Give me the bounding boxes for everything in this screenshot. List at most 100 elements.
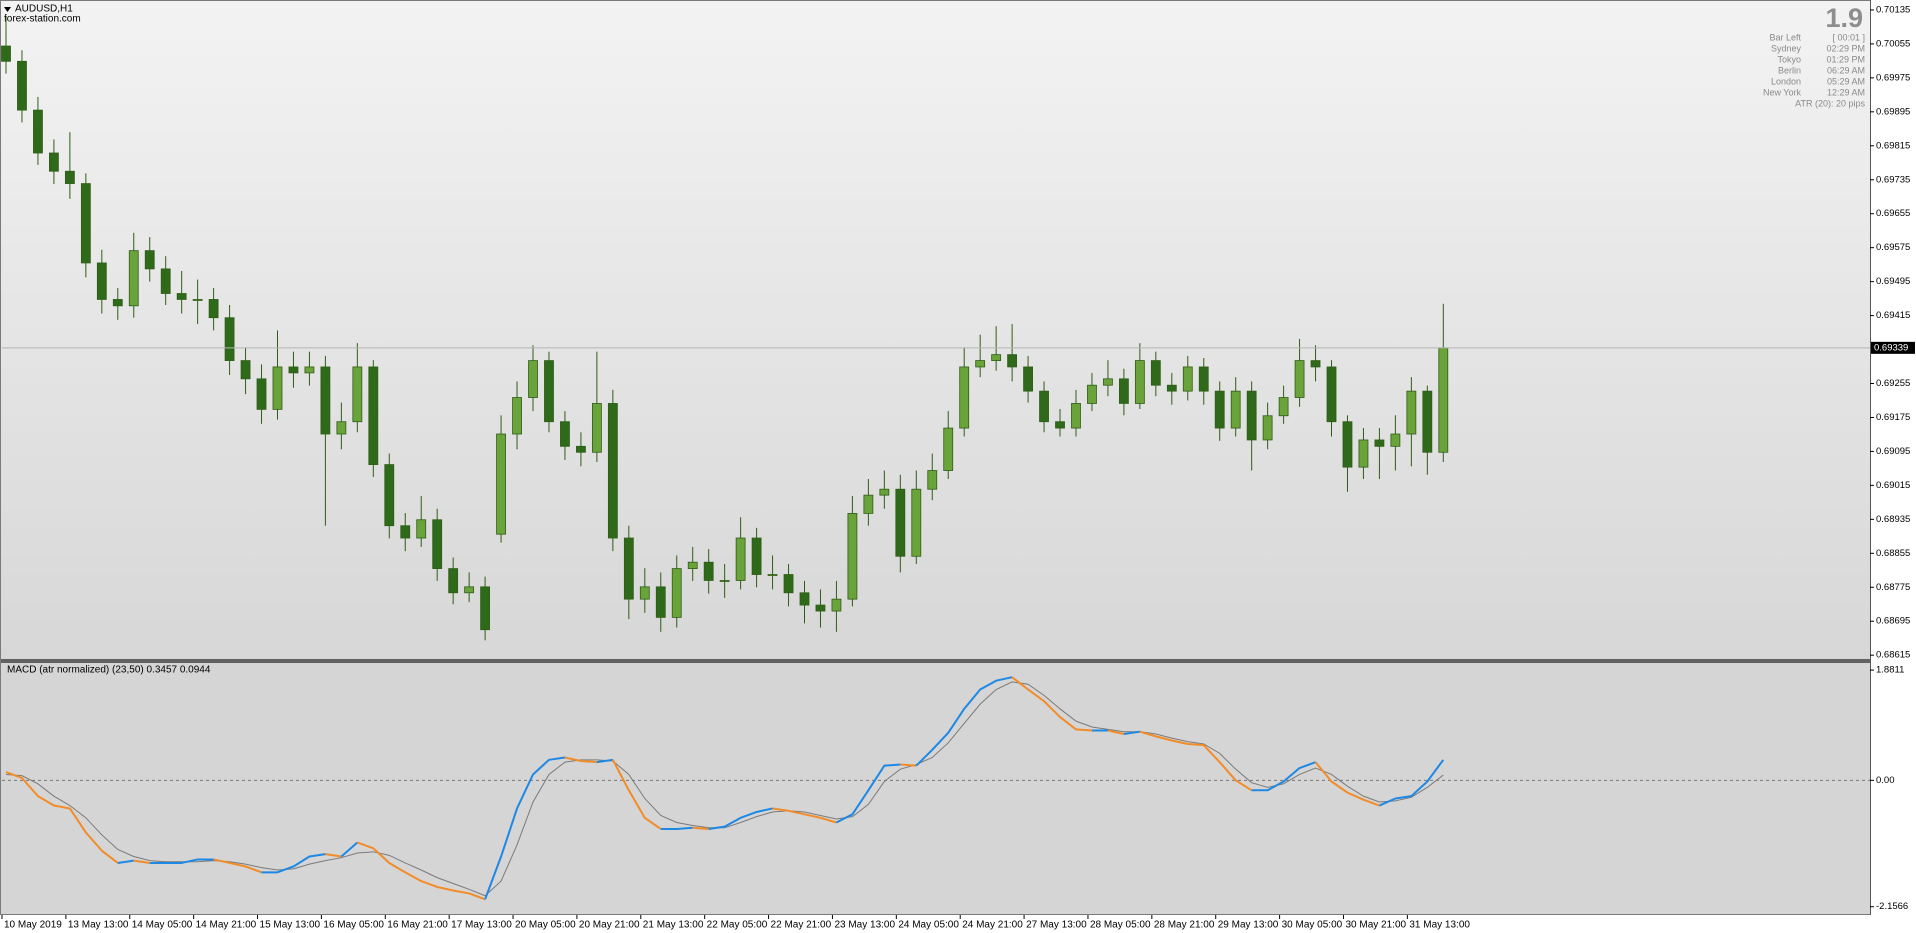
candle-body [735, 537, 746, 581]
candle-body [1310, 360, 1321, 368]
macd-line-rising [1379, 759, 1445, 807]
candle-body [959, 366, 970, 429]
candle-body [480, 586, 491, 631]
macd-line-falling [356, 841, 486, 901]
candle-body [943, 427, 954, 471]
macd-line-falling [772, 807, 837, 824]
candle-body [288, 366, 299, 374]
info-row-label: Bar Left [1769, 32, 1801, 42]
candle-body [432, 519, 443, 569]
y-tick-label: 0.70055 [1876, 38, 1910, 49]
macd-line-falling [1314, 761, 1380, 807]
x-tick-label: 28 May 05:00 [1090, 920, 1151, 931]
y-tick-label: 1.8811 [1876, 665, 1904, 676]
candle-body [192, 299, 203, 301]
candle-body [80, 183, 91, 264]
x-tick-label: 27 May 13:00 [1026, 920, 1087, 931]
x-tick-label: 31 May 13:00 [1409, 920, 1470, 931]
candle-body [448, 568, 459, 594]
candle-body [799, 592, 810, 606]
candle-body [719, 580, 730, 582]
macd-line-rising [149, 858, 214, 864]
candle-body [256, 378, 267, 410]
candle-body [1294, 360, 1305, 398]
y-tick-label: 0.69815 [1876, 140, 1910, 151]
x-tick-label: 13 May 13:00 [68, 920, 129, 931]
macd-line-rising [1123, 730, 1141, 736]
candle-body [655, 586, 666, 618]
info-row-value: 12:29 AM [1827, 87, 1865, 97]
candle-body [1374, 439, 1385, 447]
candle-body [160, 268, 171, 294]
macd-line-falling [325, 853, 342, 858]
y-tick-label: 0.69495 [1876, 276, 1910, 287]
candle-body [368, 366, 379, 465]
y-tick-label: 0.68695 [1876, 616, 1910, 627]
info-row-label: Tokyo [1777, 54, 1801, 64]
candle-body [1134, 360, 1145, 404]
spread-value: 1.9 [1825, 3, 1863, 33]
candle-body [1326, 366, 1337, 423]
x-tick-label: 10 May 2019 [4, 920, 62, 931]
candle-body [1023, 366, 1033, 392]
candle-body [623, 537, 634, 600]
macd-line-falling [1107, 729, 1125, 736]
candle-body [17, 60, 27, 111]
y-tick-label: 0.00 [1876, 775, 1895, 786]
y-tick-label: 0.68855 [1876, 548, 1910, 559]
y-tick-label: 0.69415 [1876, 310, 1910, 321]
macd-line-rising [1251, 761, 1316, 792]
x-tick-label: 24 May 05:00 [898, 920, 959, 931]
y-tick-label: 0.69655 [1876, 208, 1910, 219]
candle-body [176, 293, 187, 300]
current-price-label: 0.69339 [1874, 342, 1908, 353]
x-tick-label: 20 May 05:00 [515, 920, 576, 931]
y-tick-label: 0.70135 [1876, 4, 1910, 15]
candle-body [1071, 403, 1081, 429]
candle-body [831, 598, 842, 612]
x-tick-label: 23 May 13:00 [834, 920, 895, 931]
candle-body [1230, 390, 1241, 429]
macd-line-rising [660, 826, 693, 830]
symbol-menu-arrow[interactable] [4, 7, 11, 12]
y-tick-label: 0.69895 [1876, 106, 1910, 117]
candle-body [751, 537, 762, 575]
macd-pane [1, 663, 1870, 915]
candle-body [576, 445, 586, 453]
symbol-label: AUDUSD,H1 [15, 4, 73, 15]
x-tick-label: 20 May 21:00 [579, 920, 640, 931]
candle-body [1150, 360, 1161, 386]
candle-body [384, 464, 395, 527]
candle-body [767, 574, 778, 576]
macd-line-falling [1139, 730, 1253, 792]
site-label: forex-station.com [4, 14, 81, 25]
y-tick-label: 0.69975 [1876, 72, 1910, 83]
candle-body [1214, 390, 1225, 429]
y-tick-label: 0.68615 [1876, 650, 1910, 661]
candle-body [863, 494, 874, 514]
candle-body [1039, 390, 1049, 423]
candle-body [512, 397, 522, 435]
macd-line-rising [915, 676, 1013, 767]
x-tick-label: 22 May 21:00 [771, 920, 832, 931]
x-tick-label: 30 May 21:00 [1345, 920, 1406, 931]
candle-body [336, 421, 347, 435]
y-tick-label: 0.69175 [1876, 412, 1910, 423]
x-tick-label: 21 May 13:00 [643, 920, 704, 931]
candle-body [416, 519, 427, 539]
x-tick-label: 29 May 13:00 [1218, 920, 1279, 931]
candle-body [544, 360, 554, 423]
macd-line-rising [261, 853, 326, 874]
candle-body [687, 561, 698, 569]
x-tick-label: 28 May 21:00 [1154, 920, 1215, 931]
y-tick-label: 0.69015 [1876, 480, 1910, 491]
candle-body [607, 403, 618, 539]
macd-line-rising [117, 859, 134, 864]
macd-line-rising [484, 756, 566, 900]
candle-body [847, 512, 858, 600]
candle-body [1246, 390, 1257, 441]
candle-body [911, 488, 922, 557]
candle-body [671, 568, 682, 618]
x-tick-label: 24 May 21:00 [962, 920, 1023, 931]
